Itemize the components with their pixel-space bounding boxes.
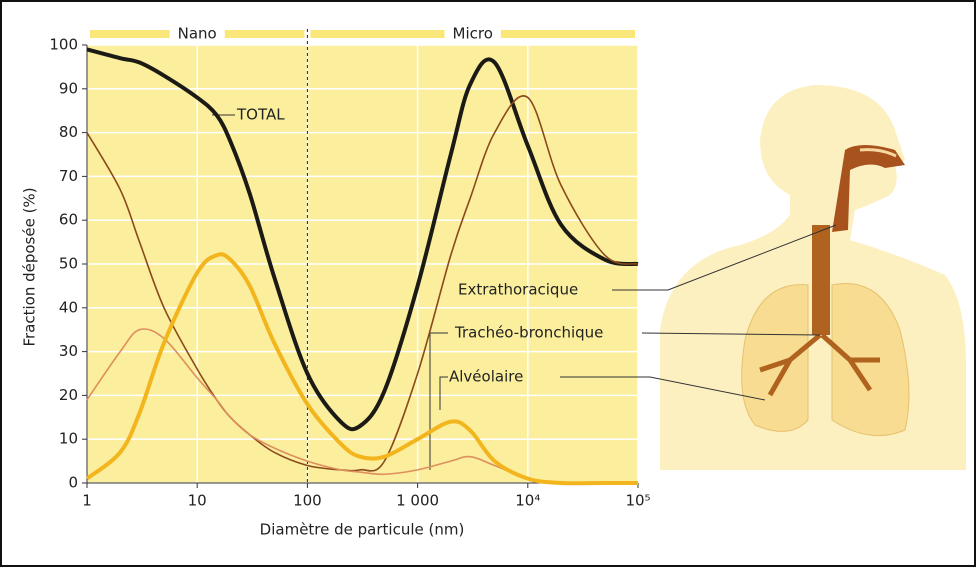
annotation-extrathoracic: Extrathoracique <box>458 281 578 299</box>
y-tick-label: 60 <box>59 211 78 229</box>
x-axis-label: Diamètre de particule (nm) <box>260 521 465 539</box>
x-tick-label: 1 000 <box>396 492 439 510</box>
left-lung <box>741 284 809 432</box>
x-tick-label: 10⁵ <box>625 492 650 510</box>
region-label-bg <box>169 26 225 42</box>
y-axis-label: Fraction déposée (%) <box>21 187 39 346</box>
y-tick-label: 30 <box>59 342 78 360</box>
region-label-bg <box>444 26 501 42</box>
y-tick-label: 80 <box>59 123 78 141</box>
annotation-tracheobronchial: Trachéo-bronchique <box>454 324 603 342</box>
y-tick-label: 20 <box>59 386 78 404</box>
series-line <box>85 252 638 486</box>
y-tick-label: 70 <box>59 167 78 185</box>
leader-lines <box>212 114 837 470</box>
x-tick-label: 10 <box>188 492 207 510</box>
x-tick-label: 100 <box>293 492 322 510</box>
leader-alveolar <box>439 376 766 410</box>
region-label: Nano <box>178 25 217 43</box>
x-tick-label: 1 <box>82 492 92 510</box>
head-airway <box>832 145 905 232</box>
y-tick-label: 90 <box>59 79 78 97</box>
y-tick-label: 100 <box>49 36 78 54</box>
y-tick-label: 50 <box>59 255 78 273</box>
grid <box>86 44 639 484</box>
annotation-alveolar: Alvéolaire <box>449 368 523 386</box>
x-tick-label: 10⁴ <box>515 492 540 510</box>
series-line <box>86 47 639 432</box>
bronchi <box>759 333 880 397</box>
region-label: Micro <box>453 25 493 43</box>
respiratory-illustration <box>660 85 966 470</box>
annotation-total: TOTAL <box>236 106 285 124</box>
y-tick-label: 10 <box>59 430 78 448</box>
y-tick-label: 0 <box>68 474 78 492</box>
y-tick-label: 40 <box>59 298 78 316</box>
trachea <box>812 225 830 335</box>
leader-extrathoracic <box>612 224 837 291</box>
nasal-passage <box>859 148 897 158</box>
